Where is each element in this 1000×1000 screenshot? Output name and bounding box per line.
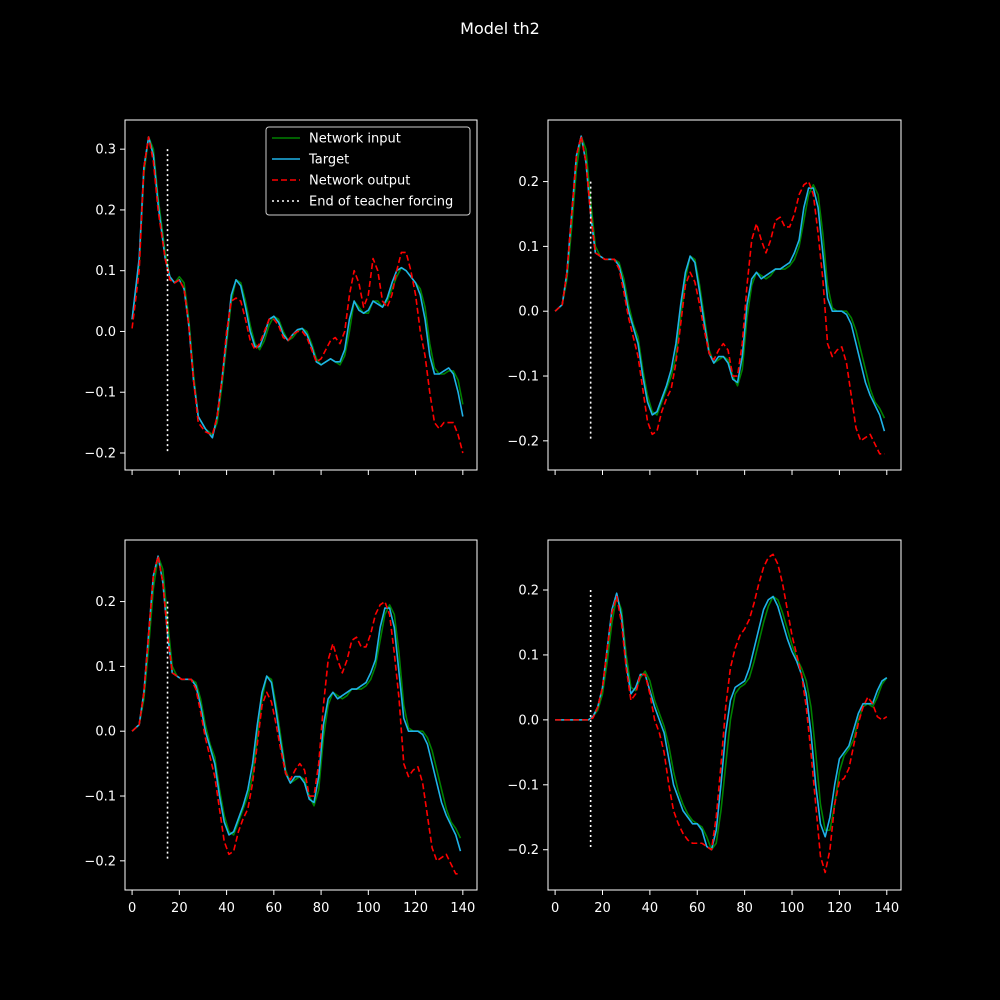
subplot-bottom-left: 0 20 40 60 80 100 120 140 −0.2 −0.1 0.0 0.1 0.2 [84, 539, 478, 916]
legend-box [265, 126, 471, 216]
x-tick-label: 100 [780, 901, 805, 916]
y-tick-label: 0.1 [95, 264, 116, 279]
legend-label-network-input: Network input [309, 132, 401, 147]
y-tick-label: −0.1 [507, 370, 539, 385]
series-line-target [131, 555, 462, 852]
series-line-target [131, 136, 464, 439]
y-tick-label: 0.1 [518, 648, 539, 663]
axes-frame [547, 119, 902, 471]
x-tick-label: 80 [736, 901, 753, 916]
y-tick-label: 0.2 [95, 203, 116, 218]
y-tick-label: −0.2 [84, 854, 116, 869]
y-tick-label: −0.1 [84, 386, 116, 401]
series-line-network-output [554, 135, 885, 455]
axes-frame [124, 119, 478, 471]
series-line-network-output [131, 136, 464, 454]
y-tick-label: 0.2 [95, 595, 116, 610]
y-tick-label: 0.0 [518, 305, 539, 320]
x-tick-label: 20 [594, 901, 611, 916]
series-line-network-input [554, 135, 886, 419]
y-tick-label: 0.3 [95, 143, 116, 158]
x-tick-label: 40 [218, 901, 235, 916]
x-tick-label: 40 [642, 901, 659, 916]
x-tick-label: 80 [313, 901, 330, 916]
y-tick-label: 0.2 [518, 584, 539, 599]
x-tick-label: 140 [874, 901, 899, 916]
series-line-network-input [555, 595, 888, 851]
y-tick-label: −0.2 [507, 843, 539, 858]
axes-frame [124, 539, 478, 891]
series-line-network-output [555, 553, 888, 874]
axes-frame [547, 539, 902, 891]
series-group [131, 555, 462, 875]
legend-label-end-of-teacher-forcing: End of teacher forcing [309, 195, 453, 210]
subplots: −0.2 −0.1 0.0 0.1 0.2 0.3 −0.2 −0.1 0.0 0.1 0.2 0 20… [84, 119, 902, 916]
subplot-bottom-right: 0 20 40 60 80 100 120 140 −0.2 −0.1 0.0 0.1 0.2 [507, 539, 902, 916]
series-line-target [555, 592, 888, 851]
figure-title: Model th2 [460, 19, 540, 38]
y-tick-label: 0.0 [95, 725, 116, 740]
x-tick-label: 140 [450, 901, 475, 916]
x-tick-label: 20 [171, 901, 188, 916]
y-tick-label: 0.1 [95, 660, 116, 675]
x-tick-label: 0 [551, 901, 559, 916]
y-tick-label: −0.1 [507, 778, 539, 793]
x-tick-label: 60 [689, 901, 706, 916]
series-line-network-output [131, 555, 461, 875]
series-group [554, 135, 886, 455]
y-tick-label: −0.1 [84, 790, 116, 805]
y-tick-label: 0.0 [518, 713, 539, 728]
y-tick-label: 0.0 [95, 325, 116, 340]
y-tick-label: 0.1 [518, 240, 539, 255]
series-group [131, 136, 464, 454]
legend-label-network-output: Network output [309, 174, 410, 189]
x-tick-label: 100 [356, 901, 381, 916]
x-tick-label: 60 [266, 901, 283, 916]
x-tick-label: 120 [827, 901, 852, 916]
legend-label-target: Target [308, 153, 349, 168]
x-tick-label: 0 [128, 901, 136, 916]
series-group [555, 553, 888, 874]
subplot-top-right: −0.2 −0.1 0.0 0.1 0.2 [507, 119, 902, 475]
x-tick-label: 120 [403, 901, 428, 916]
series-line-network-input [131, 555, 462, 839]
legend: Network input Target Network output End of … [265, 126, 471, 216]
y-tick-label: 0.2 [518, 175, 539, 190]
y-tick-label: −0.2 [84, 446, 116, 461]
series-line-target [554, 135, 886, 432]
y-tick-label: −0.2 [507, 434, 539, 449]
subplot-top-left: −0.2 −0.1 0.0 0.1 0.2 0.3 [84, 119, 478, 475]
